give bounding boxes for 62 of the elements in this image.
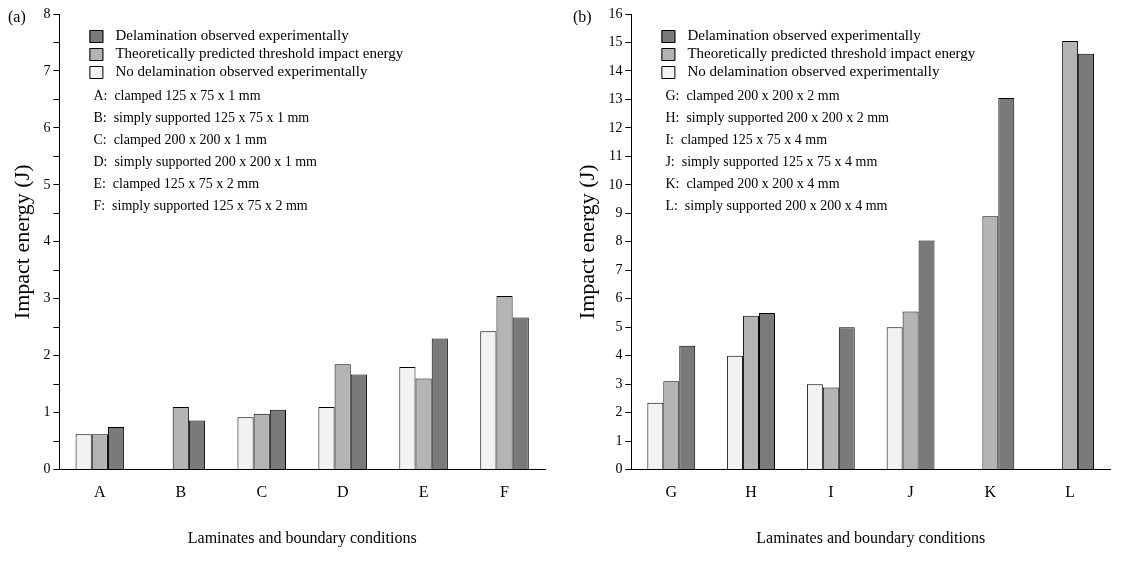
legend-label: No delamination observed experimentally [687, 62, 940, 79]
chart-title: (b) [573, 8, 592, 27]
legend-label: Theoretically predicted threshold impact energy [687, 44, 976, 61]
y-tick-label: 6 [615, 290, 623, 306]
annotation: I: clamped 125 x 75 x 4 mm [665, 131, 828, 147]
legend-label: No delamination observed experimentally [115, 62, 368, 79]
x-tick-label: A [94, 483, 107, 501]
x-tick-label: J [907, 483, 914, 501]
annotation: G: clamped 200 x 200 x 2 mm [665, 87, 840, 103]
x-axis-title: Laminates and boundary conditions [756, 528, 986, 547]
y-tick-label: 7 [43, 62, 51, 78]
annotation: F: simply supported 125 x 75 x 2 mm [93, 197, 308, 213]
y-tick-label: 12 [608, 119, 623, 135]
x-tick-label: I [828, 483, 834, 501]
y-tick-label: 8 [43, 5, 51, 21]
chart-title: (a) [8, 8, 26, 27]
y-tick-label: 8 [615, 233, 623, 249]
y-tick-label: 6 [43, 119, 51, 135]
x-tick-label: D [336, 483, 349, 501]
x-tick-label: G [665, 483, 678, 501]
y-tick-label: 3 [43, 290, 51, 306]
annotation: J: simply supported 125 x 75 x 4 mm [665, 153, 878, 169]
y-tick-label: 15 [608, 34, 623, 50]
x-tick-label: F [500, 483, 510, 501]
x-axis-title: Laminates and boundary conditions [187, 528, 417, 547]
annotation: C: clamped 200 x 200 x 1 mm [93, 131, 267, 147]
x-tick-label: K [984, 483, 997, 501]
x-tick-label: E [418, 483, 429, 501]
annotation: D: simply supported 200 x 200 x 1 mm [93, 153, 318, 169]
y-tick-label: 5 [615, 318, 623, 334]
y-tick-label: 7 [615, 261, 623, 277]
y-tick-label: 4 [615, 347, 623, 363]
annotation: L: simply supported 200 x 200 x 4 mm [665, 197, 888, 213]
y-tick-label: 5 [43, 176, 51, 192]
y-tick-label: 3 [615, 375, 623, 391]
y-tick-label: 1 [43, 404, 51, 420]
annotation: H: simply supported 200 x 200 x 2 mm [665, 109, 890, 125]
x-tick-label: C [256, 483, 268, 501]
y-tick-label: 0 [615, 461, 623, 477]
y-tick-label: 10 [608, 176, 623, 192]
legend-label: Theoretically predicted threshold impact energy [115, 44, 404, 61]
y-tick-label: 2 [43, 347, 51, 363]
annotation: B: simply supported 125 x 75 x 1 mm [93, 109, 310, 125]
y-tick-label: 2 [615, 404, 623, 420]
annotation: A: clamped 125 x 75 x 1 mm [93, 87, 261, 103]
y-tick-label: 11 [608, 148, 623, 164]
y-tick-label: 4 [43, 233, 51, 249]
x-tick-label: B [175, 483, 187, 501]
annotation: K: clamped 200 x 200 x 4 mm [665, 175, 840, 191]
y-axis-title: Impact energy (J) [8, 164, 34, 320]
annotation: E: clamped 125 x 75 x 2 mm [93, 175, 260, 191]
legend-label: Delamination observed experimentally [687, 26, 922, 43]
x-tick-label: H [745, 483, 758, 501]
y-tick-label: 0 [43, 461, 51, 477]
y-axis-title: Impact energy (J) [573, 164, 599, 320]
y-tick-label: 9 [615, 205, 623, 220]
x-tick-label: L [1065, 483, 1076, 501]
y-tick-label: 14 [608, 62, 623, 78]
y-tick-label: 16 [608, 5, 623, 21]
legend-label: Delamination observed experimentally [115, 26, 350, 43]
y-tick-label: 13 [608, 91, 623, 107]
y-tick-label: 1 [615, 432, 623, 448]
